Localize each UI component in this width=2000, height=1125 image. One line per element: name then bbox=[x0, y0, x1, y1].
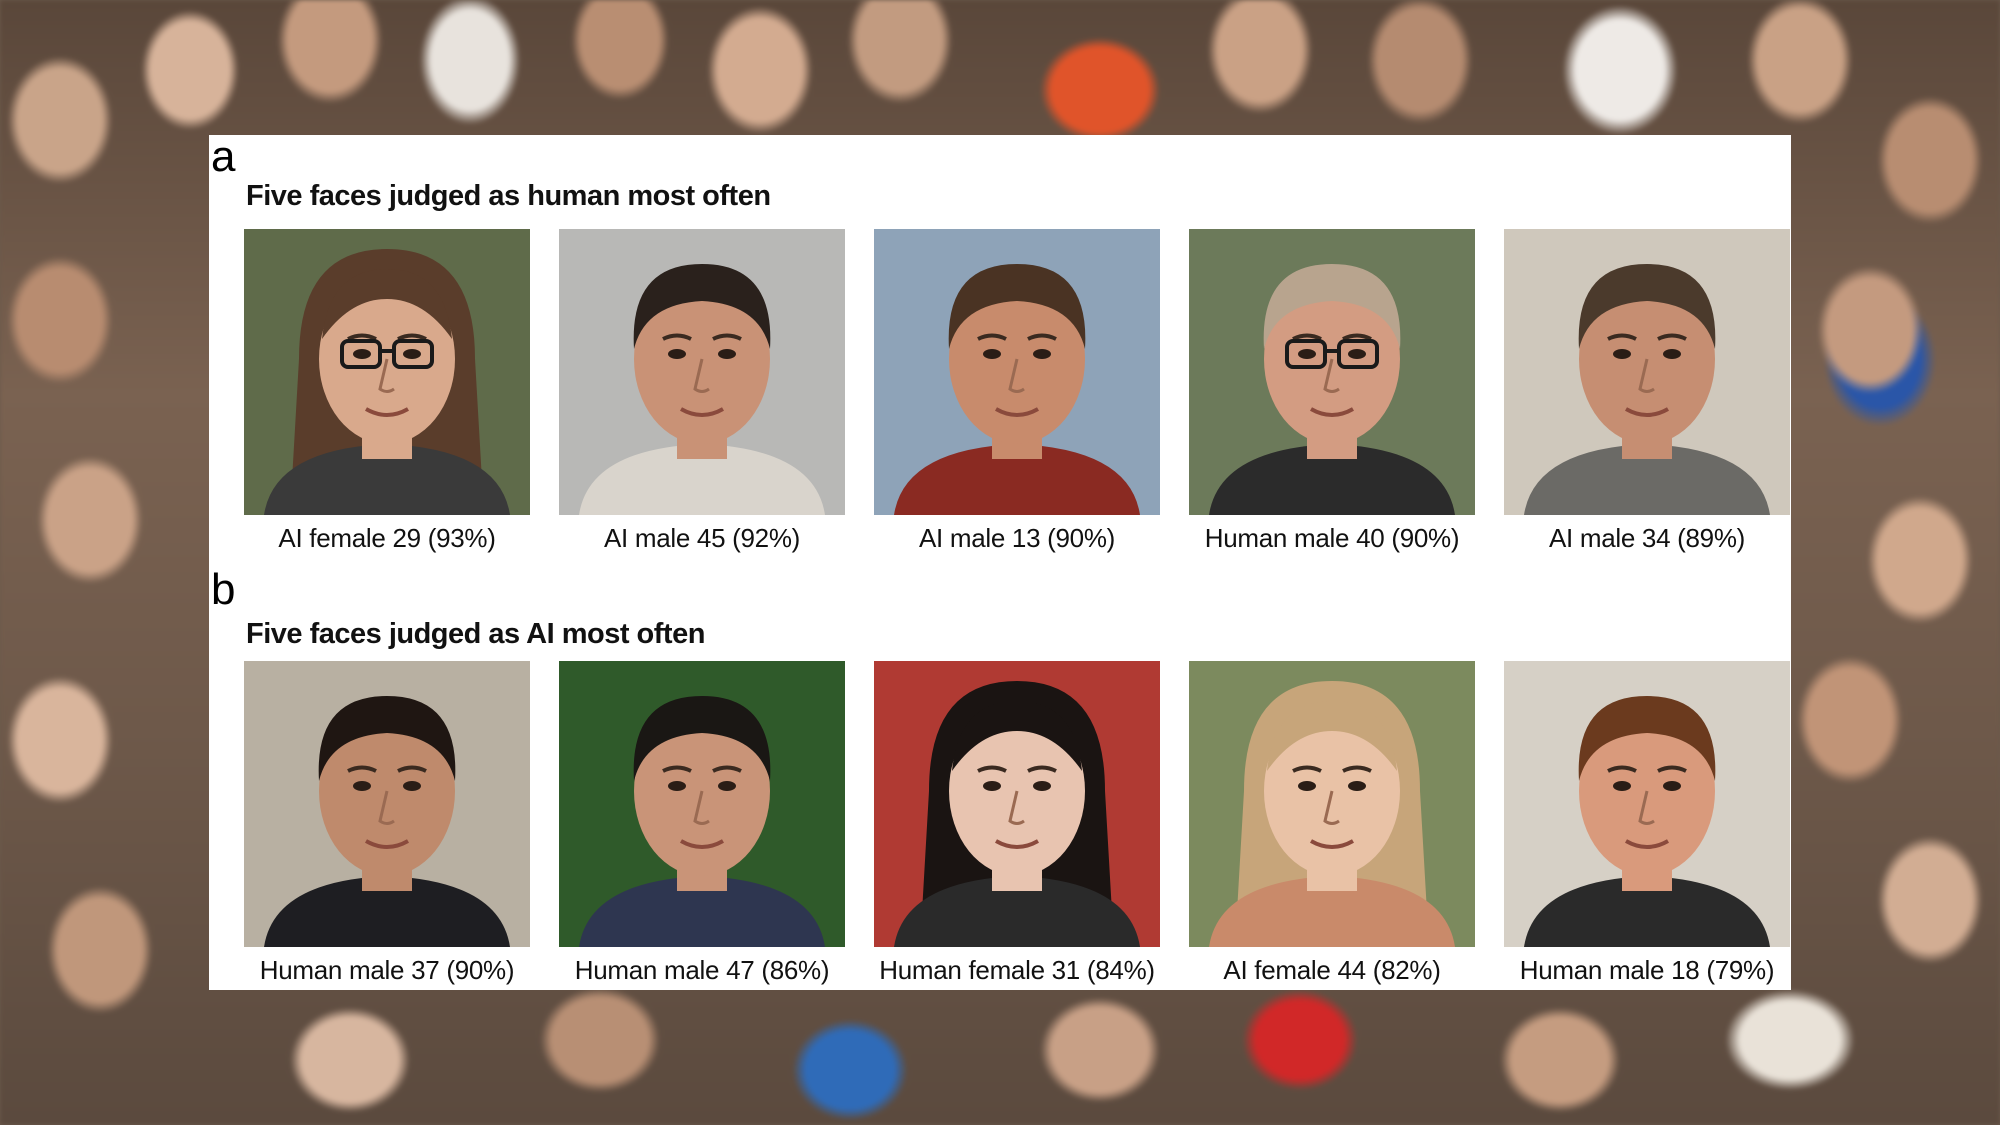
face-photo bbox=[559, 661, 845, 947]
face-caption: Human male 47 (86%) bbox=[574, 955, 830, 985]
face-card: Human male 47 (86%) bbox=[559, 661, 845, 986]
face-card: AI male 45 (92%) bbox=[559, 229, 845, 554]
face-photo bbox=[1504, 661, 1790, 947]
face-photo bbox=[244, 229, 530, 515]
face-caption: Human female 31 (84%) bbox=[879, 955, 1155, 985]
face-photo bbox=[1189, 661, 1475, 947]
face-card: Human female 31 (84%) bbox=[874, 661, 1160, 986]
face-caption: AI male 34 (89%) bbox=[1548, 523, 1746, 553]
figure-panel: a Five faces judged as human most often … bbox=[209, 135, 1791, 990]
face-card: Human male 40 (90%) bbox=[1189, 229, 1475, 554]
face-photo bbox=[1504, 229, 1790, 515]
face-card: Human male 18 (79%) bbox=[1504, 661, 1790, 986]
face-card: AI female 44 (82%) bbox=[1189, 661, 1475, 986]
face-photo bbox=[244, 661, 530, 947]
face-caption: AI female 44 (82%) bbox=[1223, 955, 1441, 985]
face-caption: Human male 40 (90%) bbox=[1204, 523, 1460, 553]
face-card: Human male 37 (90%) bbox=[244, 661, 530, 986]
panel-letter-a: a bbox=[211, 132, 236, 181]
face-card: AI male 34 (89%) bbox=[1504, 229, 1790, 554]
face-caption: AI male 45 (92%) bbox=[603, 523, 801, 553]
face-card: AI female 29 (93%) bbox=[244, 229, 530, 554]
panel-letter-b: b bbox=[211, 565, 236, 614]
face-card: AI male 13 (90%) bbox=[874, 229, 1160, 554]
section-title-ai: Five faces judged as AI most often bbox=[246, 618, 705, 650]
face-row-ai: Human male 37 (90%) Human male 47 (86%) Hu… bbox=[244, 661, 1794, 991]
face-caption: AI male 13 (90%) bbox=[918, 523, 1116, 553]
face-caption: Human male 37 (90%) bbox=[259, 955, 515, 985]
face-caption: Human male 18 (79%) bbox=[1519, 955, 1775, 985]
section-title-human: Five faces judged as human most often bbox=[246, 180, 771, 212]
face-row-human: AI female 29 (93%) AI male 45 (92%) AI mal… bbox=[244, 229, 1794, 559]
face-photo bbox=[874, 661, 1160, 947]
face-photo bbox=[559, 229, 845, 515]
face-caption: AI female 29 (93%) bbox=[278, 523, 496, 553]
face-photo bbox=[874, 229, 1160, 515]
face-photo bbox=[1189, 229, 1475, 515]
